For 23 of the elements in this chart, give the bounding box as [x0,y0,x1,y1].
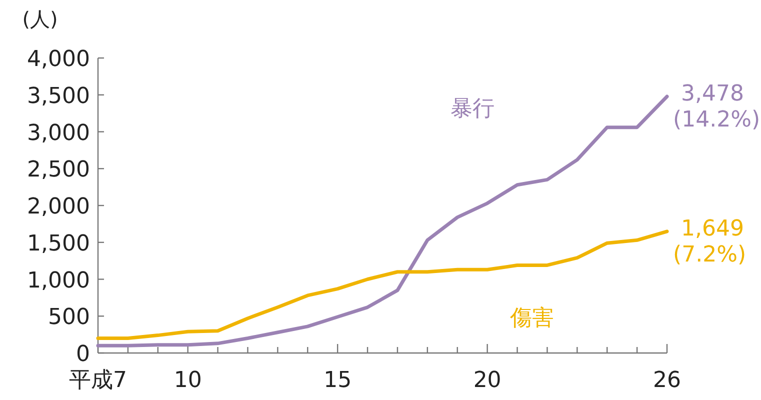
x-tick-label: 平成7 [69,368,127,393]
series-label: 傷害 [509,306,554,332]
x-tick-label: 10 [174,368,202,393]
data-label: 1,649 [681,216,744,242]
y-tick-label: 2,000 [27,194,90,220]
y-tick-label: 1,000 [27,268,90,294]
x-tick-label: 15 [324,368,352,393]
y-tick-label: 0 [76,342,90,367]
x-tick-label: 20 [473,368,502,393]
line-series [96,94,669,348]
y-tick-label: 500 [48,305,90,330]
y-tick-label: 3,500 [27,84,90,109]
data-label: 3,478 [681,81,744,106]
y-tick-label: 2,500 [27,158,90,183]
y-tick-label: 1,500 [27,231,90,256]
line-series [96,230,669,340]
y-tick-label: 4,000 [27,47,90,72]
annotation: (14.2%) [673,107,760,132]
y-axis-title: (人) [22,7,58,31]
x-tick-label: 26 [653,368,681,393]
text: 暴行 [450,96,494,122]
annotation: (7.2%) [673,242,746,268]
y-tick-label: 3,000 [27,120,90,146]
